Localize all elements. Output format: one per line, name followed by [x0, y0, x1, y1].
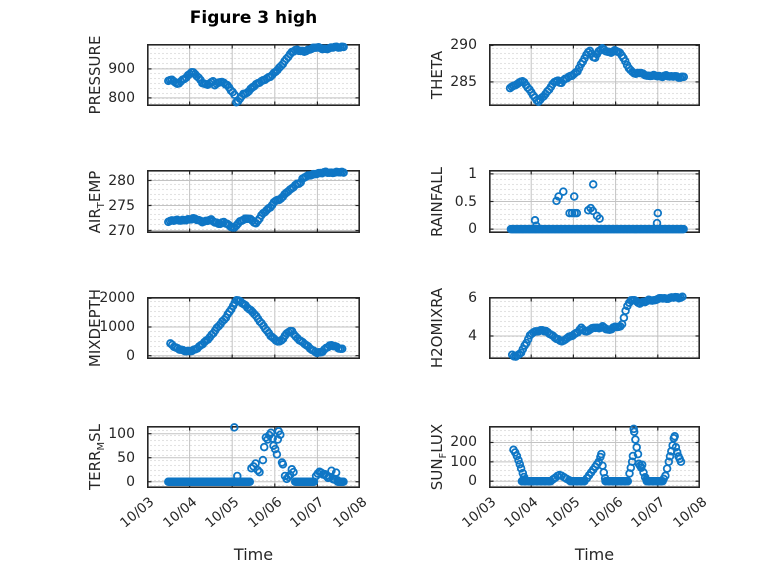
y-tick-label: 50 — [117, 449, 135, 466]
y-tick-labels: 0 0.5 1 — [443, 166, 483, 237]
y-tick-labels: 270 275 280 — [101, 170, 141, 239]
plot-area — [147, 42, 360, 107]
plot-area — [147, 167, 360, 234]
subplot-air-temp: AIRTEMP 270 275 280 — [86, 167, 360, 239]
y-tick-label: 100 — [108, 425, 135, 442]
x-tick-label: 10/03 — [459, 494, 500, 532]
y-tick-label: 280 — [108, 172, 135, 189]
x-axis-label-right: Time — [574, 545, 615, 564]
x-tick-label: 10/04 — [159, 494, 200, 532]
y-tick-label: 4 — [468, 327, 477, 344]
y-tick-label: 275 — [108, 197, 135, 214]
subplot-rainfall: RAINFALL 0 0.5 1 — [428, 166, 700, 237]
x-tick-label: 10/03 — [117, 494, 158, 532]
y-tick-label: 2000 — [99, 290, 135, 307]
y-tick-label: 0 — [126, 347, 135, 364]
plot-area — [147, 423, 360, 489]
x-tick-label: 10/05 — [543, 494, 584, 532]
y-tick-labels: 285 290 — [443, 37, 483, 106]
subplot-theta: THETA 285 290 — [428, 37, 700, 107]
y-tick-labels: 800 900 — [101, 44, 141, 106]
plot-area — [489, 44, 700, 107]
x-tick-label: 10/07 — [287, 494, 328, 532]
figure-title: Figure 3 high — [189, 8, 318, 28]
plot-area — [489, 170, 700, 234]
y-tick-label: 0 — [468, 473, 477, 490]
y-tick-label: 800 — [108, 89, 135, 106]
x-tick-label: 10/06 — [585, 494, 626, 532]
y-tick-label: 1000 — [99, 318, 135, 335]
y-tick-label: 285 — [450, 73, 477, 90]
y-tick-label: 0 — [468, 221, 477, 238]
y-tick-label: 0 — [126, 473, 135, 490]
x-tick-label: 10/06 — [244, 494, 286, 532]
y-tick-labels: 0 1000 2000 — [99, 290, 141, 363]
y-tick-label: 1 — [468, 165, 477, 182]
y-tick-label: 270 — [108, 222, 135, 239]
subplot-sun-flux: SUNFLUX 0 100 200 — [428, 424, 700, 490]
x-tick-label: 10/05 — [202, 494, 243, 532]
y-tick-label: 900 — [108, 60, 135, 77]
y-tick-label: 200 — [450, 434, 477, 451]
y-tick-labels: 0 100 200 — [443, 426, 483, 489]
y-tick-label: 100 — [450, 453, 477, 470]
y-tick-label: 6 — [468, 289, 477, 306]
x-tick-labels-left: 10/03 10/04 10/05 10/06 10/07 10/08 — [117, 491, 370, 553]
plot-area — [147, 295, 360, 360]
x-axis-label-left: Time — [233, 545, 274, 564]
subplot-pressure: PRESSURE 800 900 — [86, 36, 360, 114]
subplot-terr-msl: TERRMSL 0 50 100 — [86, 423, 360, 490]
plot-area — [489, 292, 700, 361]
plot-area — [489, 424, 700, 489]
x-tick-label: 10/08 — [330, 494, 371, 532]
y-tick-labels: 0 50 100 — [101, 426, 141, 490]
x-tick-labels-right: 10/03 10/04 10/05 10/06 10/07 10/08 — [459, 491, 710, 553]
x-tick-label: 10/07 — [627, 494, 669, 532]
subplot-mixdepth: MIXDEPTH 0 1000 2000 — [86, 289, 360, 367]
x-tick-label: 10/08 — [670, 494, 711, 532]
x-tick-label: 10/04 — [501, 494, 542, 532]
y-tick-label: 290 — [450, 37, 477, 54]
y-tick-label: 0.5 — [454, 193, 477, 210]
